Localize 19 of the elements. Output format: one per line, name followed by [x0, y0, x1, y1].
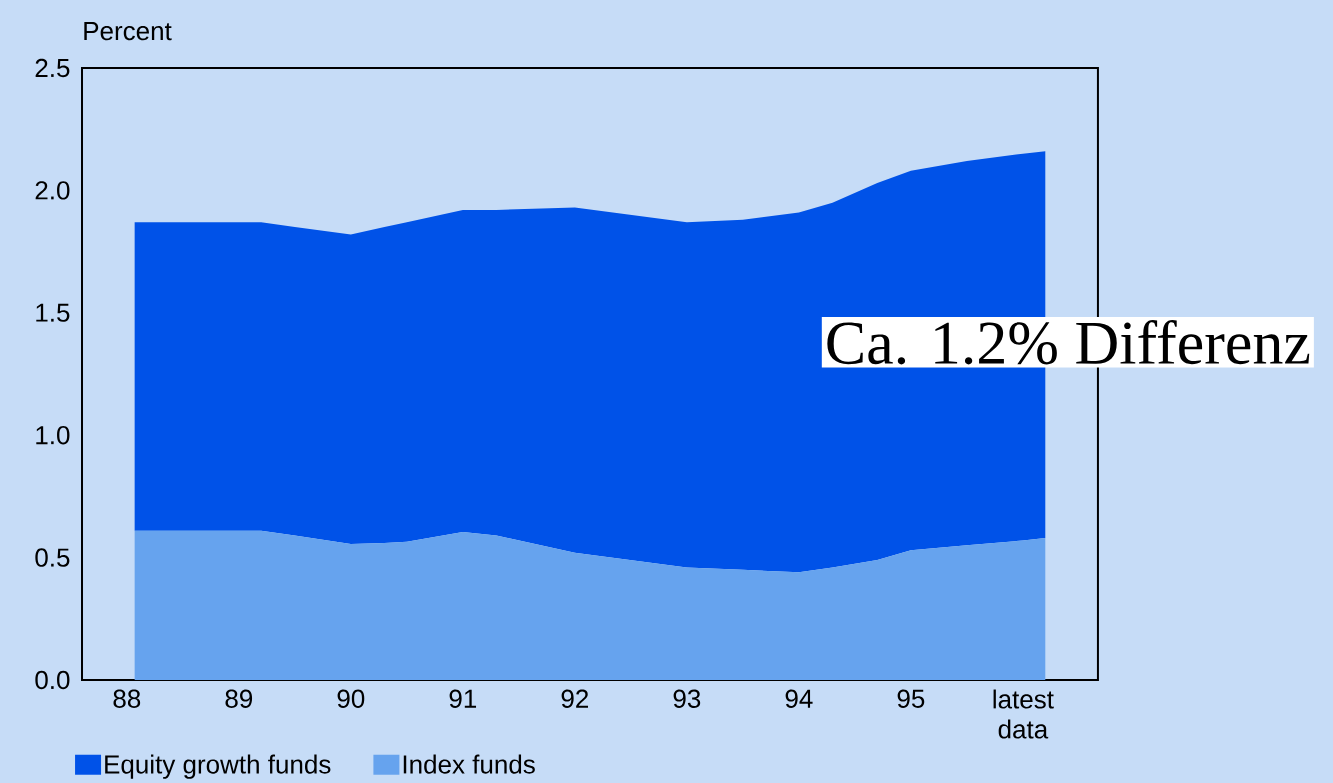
- y-tick-label: 1.0: [36, 425, 70, 445]
- x-tick-label: 91: [449, 689, 477, 708]
- x-tick-label: 88: [113, 689, 141, 708]
- y-tick-label: 0.0: [35, 670, 70, 690]
- x-tick-label: 93: [673, 689, 701, 708]
- x-tick-label: 90: [337, 689, 365, 708]
- annotation: Ca. 1.2% Differenz: [827, 319, 1310, 365]
- x-tick-label: 94: [785, 689, 813, 708]
- legend-label: Equity growth funds: [105, 754, 331, 779]
- y-tick-label: 2.5: [35, 58, 70, 78]
- y-axis-title: Percent: [84, 22, 172, 41]
- y-tick-label: 0.5: [35, 548, 70, 567]
- y-tick-label: 2.0: [35, 181, 70, 200]
- legend-label: Index funds: [403, 754, 535, 774]
- x-tick-label: latest data: [993, 689, 1054, 739]
- x-tick-label: 89: [225, 689, 253, 708]
- y-tick-label: 1.5: [36, 303, 70, 322]
- x-tick-label: 95: [897, 689, 925, 708]
- x-tick-label: 92: [561, 689, 589, 708]
